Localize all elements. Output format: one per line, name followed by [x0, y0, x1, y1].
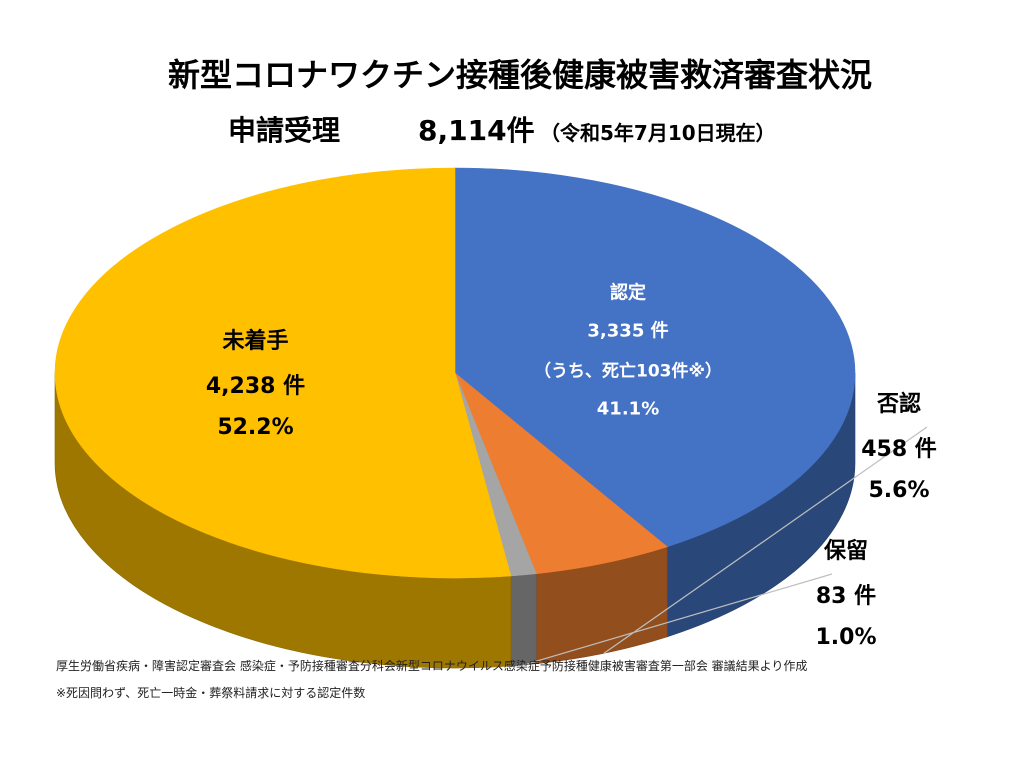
slice-label-1-count-label: 458 件 — [861, 437, 937, 462]
leader-line-2 — [523, 573, 833, 666]
footnote: ※死因問わず、死亡一時金・葬祭料請求に対する認定件数 — [56, 686, 366, 700]
pie-slice-0 — [454, 167, 856, 548]
slice-label-2-name: 保留 — [823, 538, 868, 564]
slice-label-0-note: （うち、死亡103件※） — [534, 361, 722, 382]
source-note: 厚生労働省疾病・障害認定審査会 感染症・予防接種審査分科会新型コロナウイルス感染… — [56, 659, 808, 673]
pie-slice-1 — [454, 372, 668, 575]
pie-sides — [54, 372, 856, 669]
chart-title: 新型コロナワクチン接種後健康被害救済審査状況 — [168, 56, 872, 94]
slice-label-2-count-label: 83 件 — [816, 584, 876, 609]
leader-line-1 — [603, 426, 928, 654]
slice-label-0-name: 認定 — [610, 282, 646, 304]
leader-lines — [523, 426, 928, 666]
slice-label-3-count-label: 4,238 件 — [206, 374, 305, 399]
slice-label-1-pct-label: 5.6% — [868, 478, 929, 503]
slice-label-0-pct-label: 41.1% — [597, 399, 659, 420]
slice-label-0-count-label: 3,335 件 — [587, 320, 668, 342]
pie-side-2 — [510, 573, 537, 667]
slice-label-3-name: 未着手 — [222, 328, 288, 354]
subtitle-date: （令和5年7月10日現在） — [540, 121, 776, 145]
slice-label-2-pct-label: 1.0% — [815, 625, 876, 650]
slice-label-3-pct-label: 52.2% — [217, 415, 293, 440]
subtitle-label: 申請受理 — [228, 114, 340, 147]
slice-label-1-name: 否認 — [876, 391, 921, 417]
slice-labels: 認定 3,335 件 （うち、死亡103件※） 41.1% 否認 458 件 5.6% 保留 8… — [206, 282, 937, 650]
subtitle-total: 8,114件 — [418, 114, 535, 147]
pie-slice-3 — [54, 167, 512, 579]
pie-top-faces — [54, 167, 856, 579]
